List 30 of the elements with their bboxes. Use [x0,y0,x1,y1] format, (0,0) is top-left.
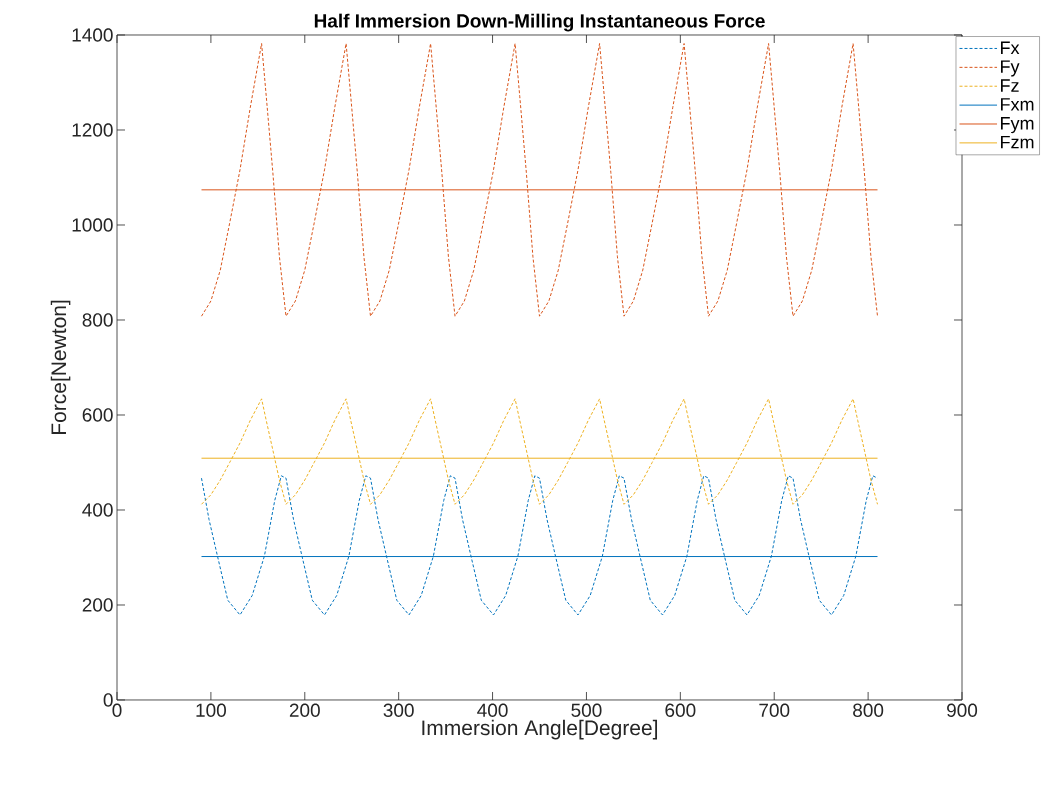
y-tick-label: 200 [82,598,113,612]
line-series [201,43,878,317]
x-axis-title: Immersion Angle[Degree] [422,719,658,740]
x-tick-label: 300 [383,703,414,717]
x-tick-label: 100 [196,703,226,717]
line-series [201,398,878,505]
y-tick-label: 1200 [72,123,113,137]
y-axis-title: Force[Newton] [50,300,71,435]
legend-label: Fx [1001,41,1020,54]
x-tick-label: 200 [289,703,320,717]
chart-title: Half Immersion Down-Milling Instantaneous Force [314,13,765,32]
y-tick-label: 1400 [72,28,113,42]
x-tick-label: 400 [477,703,508,717]
x-tick-label: 900 [947,703,978,717]
y-tick-label: 0 [103,693,113,707]
x-tick-label: 700 [759,703,790,717]
y-tick-label: 800 [82,313,113,327]
line-series [201,475,878,616]
x-tick-label: 800 [853,703,884,717]
legend-label: Fy [1001,60,1020,77]
x-tick-label: 0 [112,703,122,717]
legend-label: Fym [1001,117,1034,134]
y-tick-label: 400 [82,503,113,517]
y-tick-label: 600 [82,408,113,422]
x-tick-label: 600 [665,703,696,717]
legend-label: Fzm [1001,135,1034,149]
x-tick-label: 500 [571,703,602,717]
legend-label: Fxm [1001,98,1034,111]
legend-label: Fz [1001,79,1019,92]
y-tick-label: 1000 [72,218,113,232]
